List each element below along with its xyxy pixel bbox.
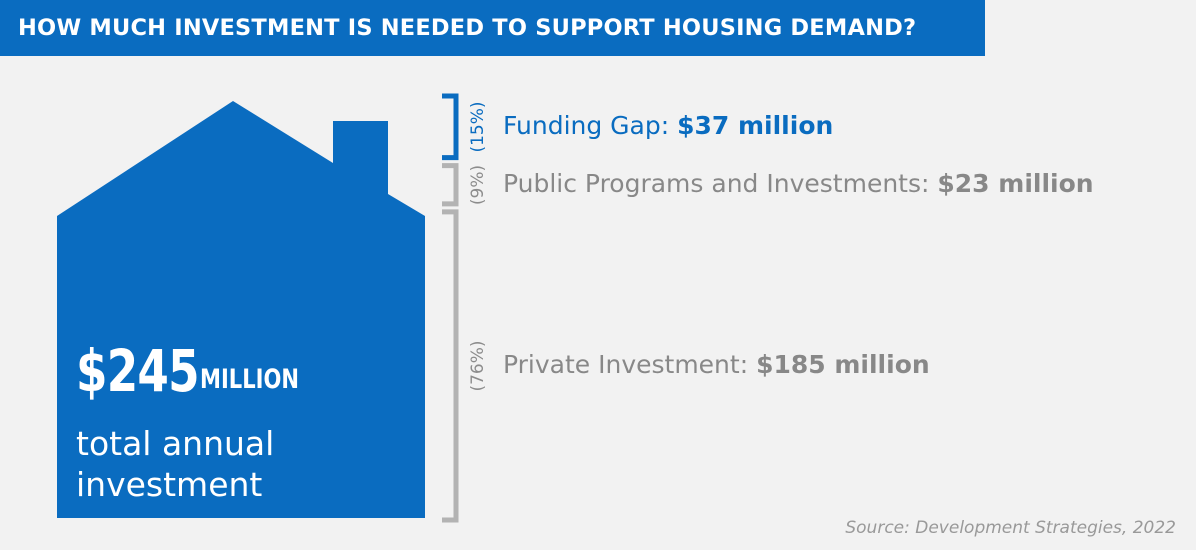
segment-bracket-0 [442, 93, 459, 161]
segment-label-0: Funding Gap: $37 million [503, 111, 833, 140]
segment-amount-1: $23 million [937, 168, 1094, 198]
total-label: total annual investment [76, 424, 275, 504]
segment-bracket-1 [442, 163, 459, 207]
total-unit: MILLION [200, 364, 299, 395]
source-note: Source: Development Strategies, 2022 [845, 518, 1176, 538]
segment-name-1: Public Programs and Investments: [503, 168, 938, 198]
title-banner: HOW MUCH INVESTMENT IS NEEDED TO SUPPORT… [0, 0, 985, 56]
total-number: $245 [76, 337, 200, 405]
segment-bracket-2 [442, 209, 459, 523]
chart-title: HOW MUCH INVESTMENT IS NEEDED TO SUPPORT… [18, 15, 917, 41]
segment-name-0: Funding Gap: [503, 110, 678, 140]
house-shape [57, 101, 425, 518]
segment-label-1: Public Programs and Investments: $23 mil… [503, 169, 1094, 198]
segment-label-2: Private Investment: $185 million [503, 350, 930, 379]
segment-amount-2: $185 million [756, 349, 930, 379]
segment-percent-0: (15%) [468, 101, 488, 153]
total-amount: $245 MILLION [76, 337, 299, 405]
segment-amount-0: $37 million [677, 110, 834, 140]
segment-percent-2: (76%) [468, 340, 488, 392]
segment-percent-1: (9%) [468, 164, 488, 205]
segment-name-2: Private Investment: [503, 349, 757, 379]
